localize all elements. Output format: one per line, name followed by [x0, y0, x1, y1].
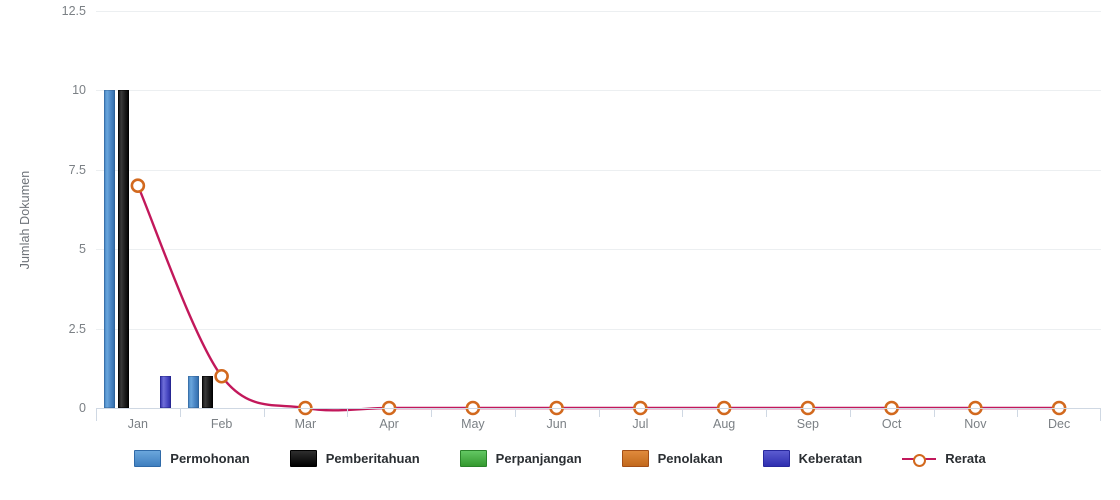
- x-tick-mark: [514, 408, 516, 417]
- x-tick-label-aug: Aug: [713, 417, 736, 431]
- x-tick-label-sep: Sep: [796, 417, 819, 431]
- chart-legend: Permohonan Pemberitahuan Perpanjangan Penol…: [0, 450, 1120, 467]
- plot-area: [96, 8, 1101, 421]
- legend-item-keberatan[interactable]: Keberatan: [762, 450, 863, 467]
- gridline-10: [96, 90, 1101, 92]
- x-tick-label-feb: Feb: [210, 417, 233, 431]
- legend-label: Rerata: [945, 451, 986, 466]
- square-swatch-orange-icon: [621, 450, 649, 467]
- line-circle-marker-icon: [902, 451, 937, 467]
- x-tick-mark: [682, 408, 684, 417]
- x-tick-mark: [263, 408, 265, 417]
- y-tick-label: 0: [79, 401, 86, 415]
- legend-label: Perpanjangan: [495, 451, 582, 466]
- square-swatch-blue-icon: [134, 450, 162, 467]
- x-tick-mark: [849, 408, 851, 417]
- x-tick-label-may: May: [461, 417, 485, 431]
- legend-item-perpanjangan[interactable]: Perpanjangan: [459, 450, 582, 467]
- legend-label: Penolakan: [657, 451, 723, 466]
- square-swatch-green-icon: [459, 450, 487, 467]
- x-tick-mark: [179, 408, 181, 417]
- legend-item-penolakan[interactable]: Penolakan: [621, 450, 723, 467]
- x-tick-label-apr: Apr: [379, 417, 399, 431]
- rerata-marker-feb[interactable]: [214, 368, 229, 384]
- legend-label: Permohonan: [170, 451, 250, 466]
- legend-label: Keberatan: [798, 451, 863, 466]
- x-tick-mark: [96, 408, 97, 421]
- gridline-7-5: [96, 169, 1101, 171]
- x-tick-mark: [1017, 408, 1019, 417]
- bar-permohonan-feb[interactable]: [188, 376, 200, 408]
- x-tick-mark: [1100, 408, 1101, 421]
- legend-label: Pemberitahuan: [325, 451, 420, 466]
- rerata-line-layer: [130, 178, 1067, 416]
- gridline-2-5: [96, 328, 1101, 330]
- x-tick-label-dec: Dec: [1048, 417, 1071, 431]
- y-tick-label: 7.5: [68, 162, 86, 177]
- x-tick-label-jan: Jan: [127, 417, 148, 431]
- y-axis-tick-labels: 0 2.5 5 7.5 10 12.5: [10, 0, 86, 420]
- x-tick-mark: [933, 408, 935, 417]
- y-tick-label: 5: [79, 242, 86, 257]
- square-swatch-black-icon: [289, 450, 317, 467]
- y-tick-label: 10: [72, 83, 86, 98]
- x-tick-mark: [347, 408, 349, 417]
- y-tick-label: 12.5: [61, 4, 86, 18]
- x-tick-mark: [766, 408, 767, 417]
- legend-item-pemberitahuan[interactable]: Pemberitahuan: [289, 450, 420, 467]
- x-tick-label-jul: Jul: [632, 417, 649, 431]
- legend-item-permohonan[interactable]: Permohonan: [134, 450, 250, 467]
- square-swatch-purple-icon: [762, 450, 790, 467]
- bar-pemberitahuan-jan[interactable]: [118, 90, 130, 408]
- x-tick-label-oct: Oct: [881, 417, 902, 431]
- gridline-5: [96, 249, 1101, 251]
- x-tick-label-nov: Nov: [964, 417, 987, 431]
- bar-permohonan-jan[interactable]: [104, 90, 116, 408]
- gridline-12-5: [96, 11, 1101, 12]
- x-tick-label-jun: Jun: [546, 417, 567, 431]
- x-tick-mark: [598, 408, 600, 417]
- x-tick-mark: [431, 408, 432, 417]
- legend-item-rerata[interactable]: Rerata: [902, 451, 986, 467]
- y-tick-label: 2.5: [68, 321, 86, 336]
- bar-pemberitahuan-feb[interactable]: [202, 376, 214, 408]
- rerata-line: [136, 184, 1061, 412]
- x-tick-label-mar: Mar: [294, 417, 317, 431]
- bar-keberatan-jan[interactable]: [160, 376, 172, 408]
- rerata-marker-jan[interactable]: [130, 178, 146, 193]
